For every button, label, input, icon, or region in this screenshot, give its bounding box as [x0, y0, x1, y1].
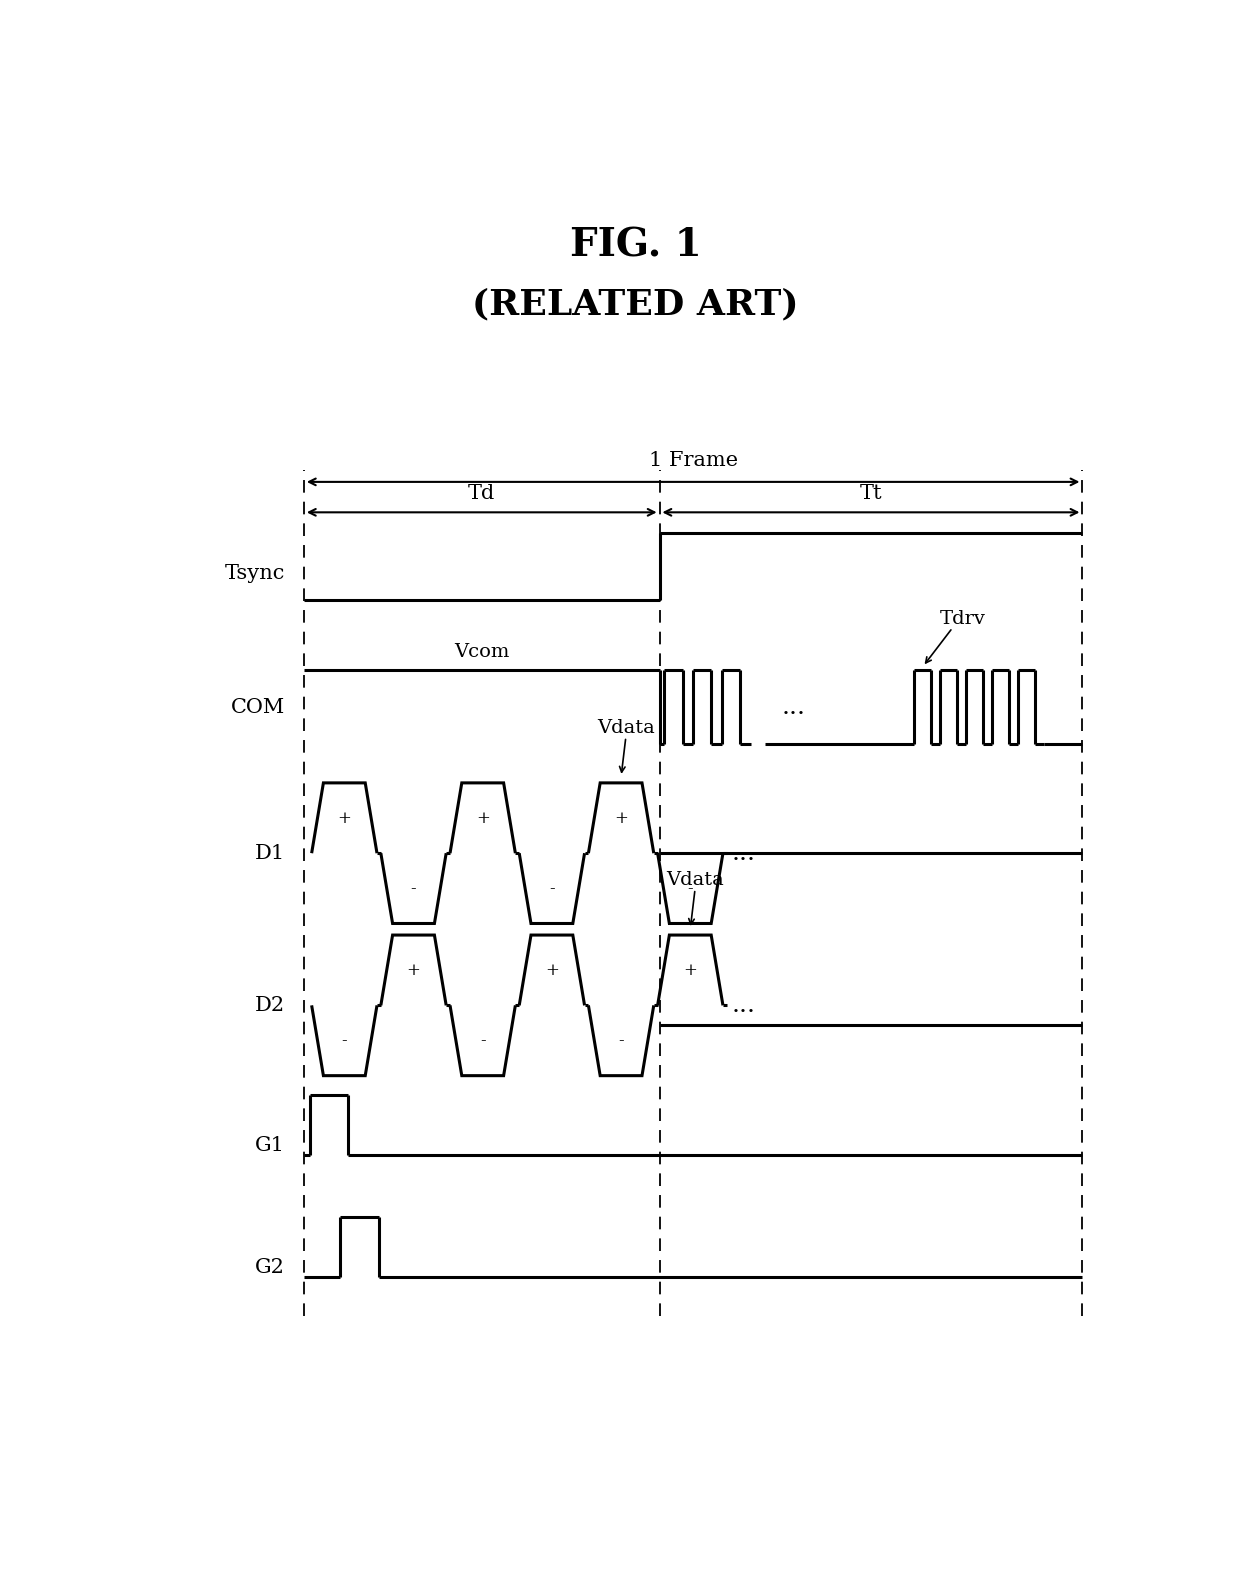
Text: -: - — [549, 881, 554, 896]
Text: -: - — [619, 1032, 624, 1050]
Text: FIG. 1: FIG. 1 — [569, 226, 702, 264]
Text: -: - — [410, 881, 417, 896]
Text: Tt: Tt — [859, 484, 882, 503]
Text: +: + — [337, 809, 351, 827]
Text: +: + — [683, 961, 697, 979]
Text: (RELATED ART): (RELATED ART) — [472, 288, 799, 321]
Text: D1: D1 — [254, 844, 285, 863]
Text: COM: COM — [231, 697, 285, 716]
Text: +: + — [614, 809, 627, 827]
Text: Vdata: Vdata — [596, 719, 655, 737]
Text: G1: G1 — [254, 1135, 285, 1154]
Text: -: - — [687, 881, 693, 896]
Text: +: + — [476, 809, 490, 827]
Text: ...: ... — [732, 841, 756, 865]
Text: Vcom: Vcom — [454, 642, 510, 661]
Text: Tsync: Tsync — [224, 564, 285, 583]
Text: Vdata: Vdata — [666, 871, 724, 889]
Text: ...: ... — [782, 696, 806, 719]
Text: Tdrv: Tdrv — [940, 610, 985, 628]
Text: -: - — [341, 1032, 347, 1050]
Text: +: + — [544, 961, 559, 979]
Text: +: + — [407, 961, 420, 979]
Text: 1 Frame: 1 Frame — [649, 451, 738, 470]
Text: G2: G2 — [255, 1257, 285, 1276]
Text: D2: D2 — [254, 996, 285, 1015]
Text: -: - — [480, 1032, 486, 1050]
Text: Td: Td — [469, 484, 495, 503]
Text: ...: ... — [732, 994, 756, 1017]
